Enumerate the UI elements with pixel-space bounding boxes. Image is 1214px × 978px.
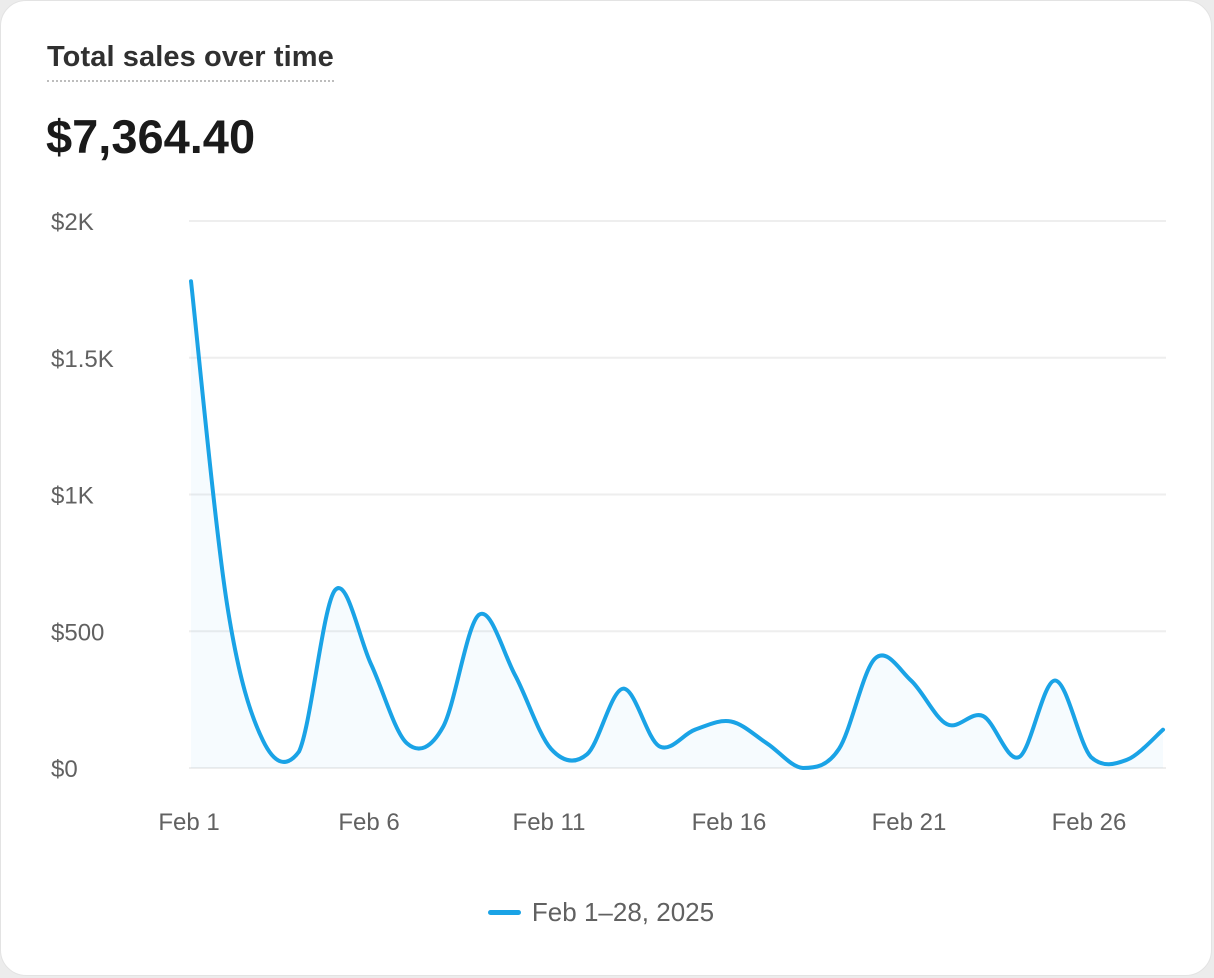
- data-point: [441, 725, 445, 729]
- data-point: [837, 747, 841, 751]
- data-point: [873, 657, 877, 661]
- data-point: [189, 279, 193, 283]
- data-point: [1053, 678, 1057, 682]
- chart-legend: Feb 1–28, 2025: [1, 897, 1211, 928]
- data-point: [729, 720, 733, 724]
- x-tick-label: Feb 16: [692, 809, 767, 836]
- x-tick-label: Feb 21: [872, 809, 947, 836]
- data-point: [693, 728, 697, 732]
- data-point: [657, 744, 661, 748]
- data-point: [477, 613, 481, 617]
- legend-swatch: [487, 910, 521, 915]
- data-point: [945, 722, 949, 726]
- y-tick-label: $2K: [51, 209, 94, 236]
- data-point: [225, 602, 229, 606]
- data-point: [261, 739, 265, 743]
- y-tick-label: $0: [51, 756, 78, 783]
- data-point: [1017, 755, 1021, 759]
- x-tick-label: Feb 26: [1052, 809, 1127, 836]
- data-point: [585, 752, 589, 756]
- data-point: [1125, 758, 1129, 762]
- data-point: [909, 678, 913, 682]
- series-line: [189, 279, 1165, 770]
- x-tick-label: Feb 1: [158, 809, 219, 836]
- total-sales-value: $7,364.40: [46, 110, 256, 163]
- series-area: [191, 281, 1163, 768]
- data-point: [369, 662, 373, 666]
- data-point: [621, 687, 625, 691]
- legend-label: Feb 1–28, 2025: [531, 897, 715, 927]
- data-point: [801, 766, 805, 770]
- x-tick-label: Feb 6: [338, 809, 399, 836]
- data-point: [765, 741, 769, 745]
- x-tick-label: Feb 11: [513, 809, 586, 836]
- chart-title[interactable]: Total sales over time: [47, 41, 334, 82]
- data-point: [405, 741, 409, 745]
- y-tick-label: $1.5K: [51, 346, 114, 373]
- data-point: [333, 588, 337, 592]
- data-point: [981, 714, 985, 718]
- data-point: [1089, 755, 1093, 759]
- data-point: [549, 747, 553, 751]
- data-point: [297, 750, 301, 754]
- y-tick-label: $1K: [51, 483, 94, 510]
- data-point: [1161, 728, 1165, 732]
- y-tick-label: $500: [51, 619, 104, 646]
- data-point: [513, 673, 517, 677]
